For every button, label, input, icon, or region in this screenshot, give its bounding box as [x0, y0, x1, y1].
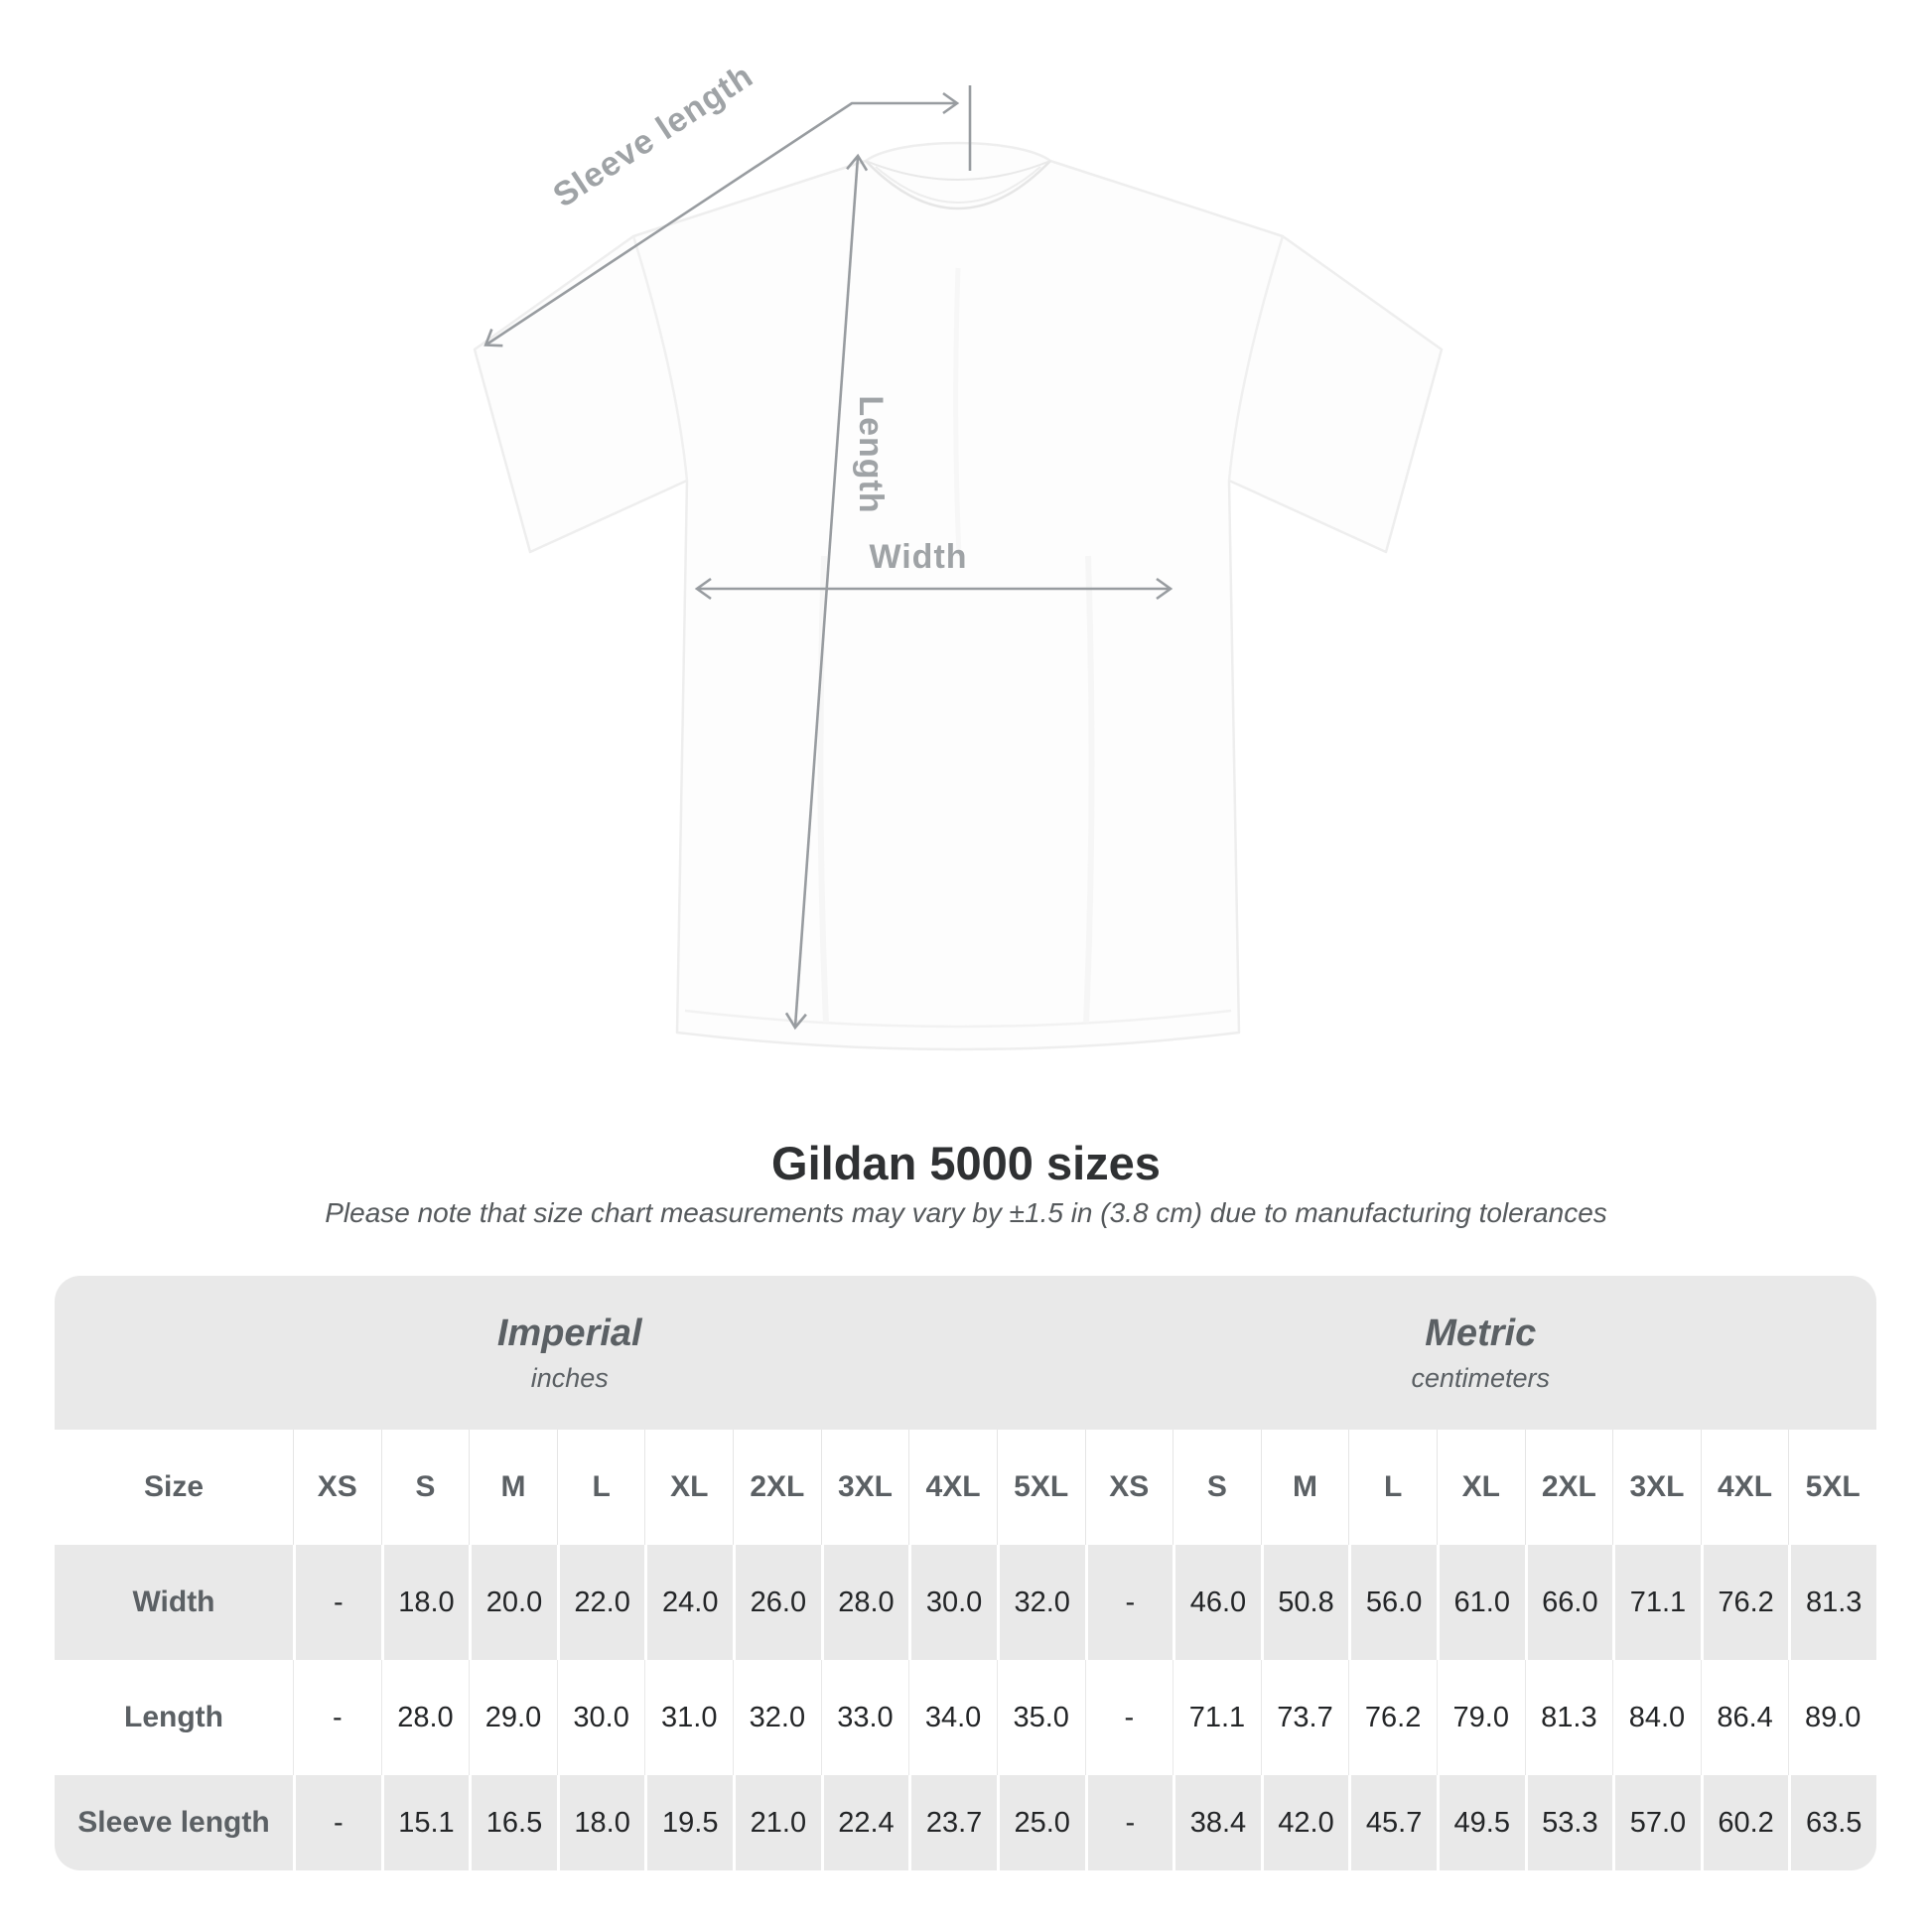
- value-cell: 66.0: [1524, 1545, 1613, 1660]
- col-header: L: [556, 1430, 645, 1545]
- value-cell: 25.0: [996, 1775, 1085, 1870]
- value-cell: 32.0: [996, 1545, 1085, 1660]
- value-cell: -: [293, 1660, 381, 1775]
- tshirt-graphic: [473, 141, 1444, 1051]
- value-cell: 56.0: [1348, 1545, 1437, 1660]
- col-header: L: [1348, 1430, 1437, 1545]
- value-cell: -: [293, 1775, 381, 1870]
- tolerance-note: Please note that size chart measurements…: [325, 1197, 1607, 1228]
- value-cell: 22.4: [820, 1775, 909, 1870]
- value-cell: 21.0: [733, 1775, 821, 1870]
- value-cell: 76.2: [1348, 1660, 1437, 1775]
- value-cell: -: [1084, 1660, 1173, 1775]
- value-cell: 20.0: [469, 1545, 557, 1660]
- value-cell: 60.2: [1700, 1775, 1789, 1870]
- value-cell: 38.4: [1173, 1775, 1261, 1870]
- metric-unit-label: centimeters: [1411, 1362, 1551, 1393]
- col-header: XL: [644, 1430, 734, 1545]
- col-header: 5XL: [996, 1430, 1085, 1545]
- tshirt-measurement-diagram: Sleeve length Length Width: [473, 57, 1444, 1051]
- imperial-unit-label: inches: [530, 1362, 609, 1393]
- value-cell: 26.0: [733, 1545, 821, 1660]
- metric-label: Metric: [1425, 1311, 1537, 1354]
- value-cell: 16.5: [469, 1775, 557, 1870]
- length-label: Length: [852, 395, 890, 513]
- width-label: Width: [869, 538, 967, 576]
- row-label-sleeve-length: Sleeve length: [55, 1775, 293, 1870]
- col-header: XS: [1084, 1430, 1173, 1545]
- value-cell: 30.0: [556, 1660, 645, 1775]
- value-cell: 19.5: [644, 1775, 734, 1870]
- value-cell: 35.0: [996, 1660, 1085, 1775]
- value-cell: 30.0: [908, 1545, 997, 1660]
- col-header: 3XL: [820, 1430, 909, 1545]
- col-header: 4XL: [1700, 1430, 1789, 1545]
- col-header: 3XL: [1612, 1430, 1701, 1545]
- group-header-imperial: Imperial inches: [55, 1276, 1085, 1430]
- col-header: 2XL: [1524, 1430, 1613, 1545]
- value-cell: -: [1084, 1775, 1173, 1870]
- col-header: 5XL: [1788, 1430, 1876, 1545]
- row-label-width: Width: [55, 1545, 293, 1660]
- value-cell: 71.1: [1173, 1660, 1261, 1775]
- value-cell: 49.5: [1436, 1775, 1525, 1870]
- value-cell: 84.0: [1612, 1660, 1701, 1775]
- col-header: S: [380, 1430, 470, 1545]
- col-header: XS: [293, 1430, 381, 1545]
- value-cell: 81.3: [1788, 1545, 1876, 1660]
- value-cell: 89.0: [1788, 1660, 1876, 1775]
- imperial-label: Imperial: [496, 1311, 642, 1354]
- value-cell: 76.2: [1700, 1545, 1789, 1660]
- value-cell: 53.3: [1524, 1775, 1613, 1870]
- sleeve-length-label: Sleeve length: [546, 57, 759, 214]
- value-cell: 15.1: [380, 1775, 470, 1870]
- value-cell: 22.0: [556, 1545, 645, 1660]
- page-title: Gildan 5000 sizes: [771, 1137, 1161, 1189]
- value-cell: 81.3: [1524, 1660, 1613, 1775]
- value-cell: 29.0: [469, 1660, 557, 1775]
- col-header: XL: [1436, 1430, 1525, 1545]
- value-cell: 61.0: [1436, 1545, 1525, 1660]
- col-header: S: [1173, 1430, 1261, 1545]
- value-cell: 50.8: [1260, 1545, 1349, 1660]
- value-cell: 71.1: [1612, 1545, 1701, 1660]
- size-col-header: Size: [55, 1430, 293, 1545]
- value-cell: 73.7: [1260, 1660, 1349, 1775]
- col-header: M: [469, 1430, 557, 1545]
- value-cell: 28.0: [380, 1660, 470, 1775]
- value-cell: -: [1084, 1545, 1173, 1660]
- value-cell: 31.0: [644, 1660, 734, 1775]
- value-cell: 18.0: [380, 1545, 470, 1660]
- value-cell: -: [293, 1545, 381, 1660]
- col-header: 4XL: [908, 1430, 997, 1545]
- value-cell: 18.0: [556, 1775, 645, 1870]
- width-arrow: Width: [694, 538, 1173, 601]
- value-cell: 28.0: [820, 1545, 909, 1660]
- value-cell: 86.4: [1700, 1660, 1789, 1775]
- value-cell: 45.7: [1348, 1775, 1437, 1870]
- value-cell: 24.0: [644, 1545, 734, 1660]
- value-cell: 79.0: [1436, 1660, 1525, 1775]
- size-table: Imperial inches Metric centimeters Size …: [55, 1276, 1876, 1870]
- value-cell: 46.0: [1173, 1545, 1261, 1660]
- value-cell: 57.0: [1612, 1775, 1701, 1870]
- group-header-metric: Metric centimeters: [1084, 1276, 1876, 1430]
- value-cell: 42.0: [1260, 1775, 1349, 1870]
- value-cell: 33.0: [820, 1660, 909, 1775]
- value-cell: 63.5: [1788, 1775, 1876, 1870]
- value-cell: 32.0: [733, 1660, 821, 1775]
- value-cell: 23.7: [908, 1775, 997, 1870]
- row-label-length: Length: [55, 1660, 293, 1775]
- value-cell: 34.0: [908, 1660, 997, 1775]
- col-header: 2XL: [733, 1430, 821, 1545]
- col-header: M: [1260, 1430, 1349, 1545]
